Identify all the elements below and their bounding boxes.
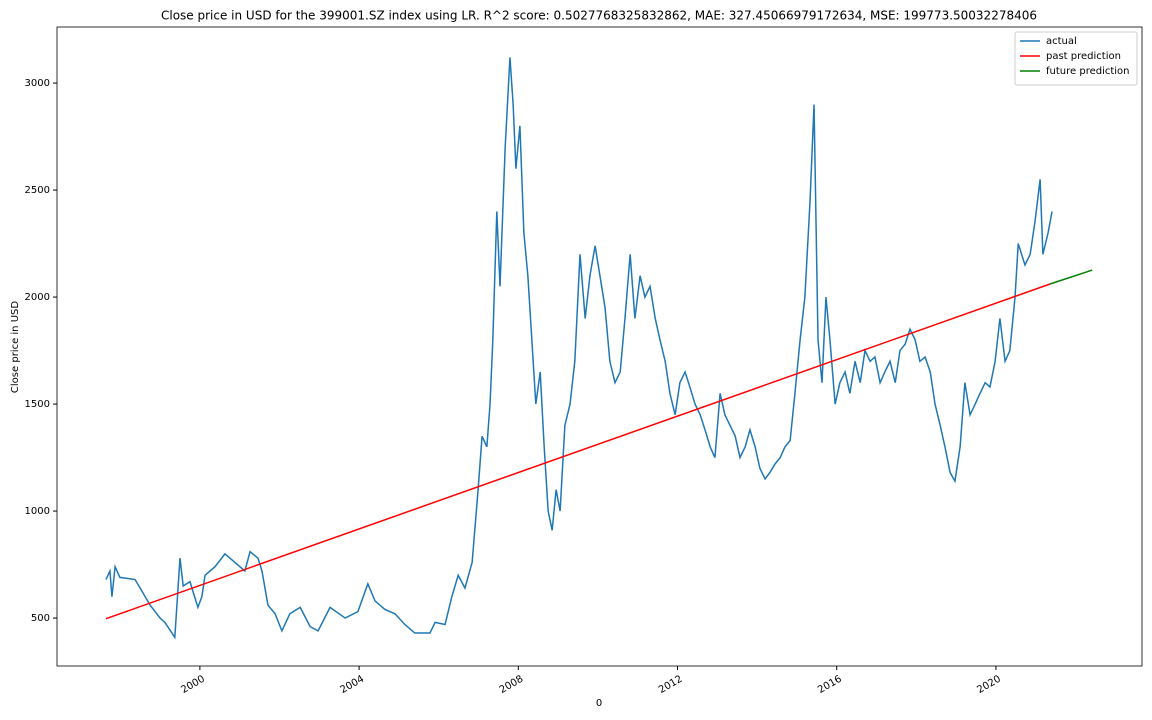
y-axis-label: Close price in USD — [10, 301, 21, 393]
y-tick-label: 1000 — [25, 506, 50, 517]
legend-label: actual — [1046, 36, 1077, 47]
series-line — [105, 57, 1053, 640]
y-tick-label: 3000 — [25, 78, 50, 89]
x-axis-label: 0 — [596, 698, 602, 709]
y-tick-label: 500 — [31, 613, 50, 624]
plot-frame — [56, 26, 1143, 667]
series-line — [1049, 269, 1093, 285]
legend-label: past prediction — [1046, 51, 1121, 62]
legend-box — [1014, 31, 1138, 86]
y-tick-label: 2000 — [25, 292, 50, 303]
legend: actual past prediction future prediction — [1014, 31, 1138, 86]
y-tick-label: 1500 — [25, 399, 50, 410]
series-line — [105, 283, 1051, 620]
chart-title: Close price in USD for the 399001.SZ ind… — [161, 9, 1037, 23]
legend-label: future prediction — [1046, 66, 1130, 77]
y-tick-label: 2500 — [25, 185, 50, 196]
